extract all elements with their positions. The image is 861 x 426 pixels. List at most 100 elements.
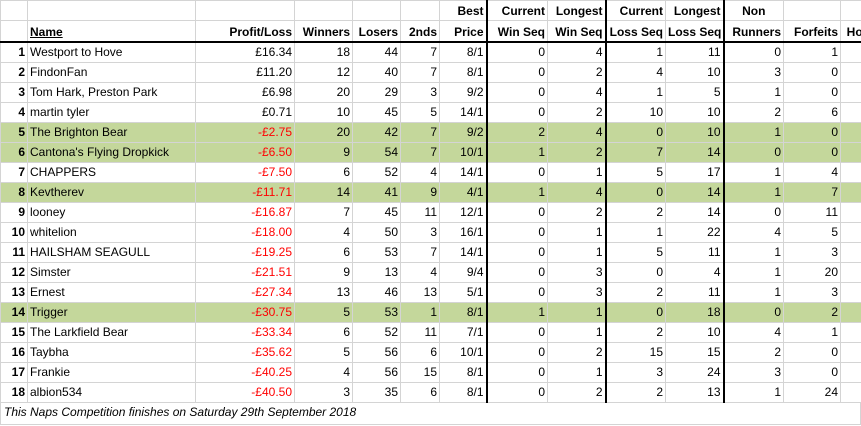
longest-win-seq-cell[interactable]: 2 bbox=[547, 102, 607, 123]
non-runners-cell[interactable]: 1 bbox=[723, 162, 784, 183]
profit-loss-cell[interactable]: -£27.34 bbox=[195, 282, 295, 303]
holiday-cell[interactable]: 0 bbox=[840, 342, 861, 363]
holiday-cell[interactable]: 0 bbox=[840, 282, 861, 303]
forfeits-cell[interactable]: 0 bbox=[783, 62, 841, 83]
current-win-seq-cell[interactable]: 0 bbox=[486, 82, 548, 103]
losers-cell[interactable]: 52 bbox=[352, 162, 401, 183]
longest-win-seq-cell[interactable]: 2 bbox=[547, 62, 607, 83]
forfeits-cell[interactable]: 20 bbox=[783, 262, 841, 283]
best-price-cell[interactable]: 16/1 bbox=[439, 222, 488, 243]
winners-cell[interactable]: 5 bbox=[294, 302, 353, 323]
best-price-cell[interactable]: 9/2 bbox=[439, 82, 488, 103]
holiday-cell[interactable]: 8 bbox=[840, 62, 861, 83]
name-cell[interactable]: Kevtherev bbox=[27, 182, 196, 203]
forfeits-cell[interactable]: 0 bbox=[783, 342, 841, 363]
current-win-seq-cell[interactable]: 0 bbox=[486, 242, 548, 263]
position-cell[interactable]: 13 bbox=[0, 282, 28, 303]
current-loss-seq-cell[interactable]: 5 bbox=[605, 162, 666, 183]
forfeits-cell[interactable]: 3 bbox=[783, 242, 841, 263]
best-price-cell[interactable]: 8/1 bbox=[439, 41, 488, 63]
longest-win-seq-cell[interactable]: 4 bbox=[547, 41, 607, 63]
profit-loss-cell[interactable]: -£33.34 bbox=[195, 322, 295, 343]
seconds-cell[interactable]: 7 bbox=[400, 41, 440, 63]
seconds-cell[interactable]: 1 bbox=[400, 302, 440, 323]
seconds-cell[interactable]: 11 bbox=[400, 322, 440, 343]
profit-loss-cell[interactable]: -£16.87 bbox=[195, 202, 295, 223]
current-loss-seq-cell[interactable]: 0 bbox=[605, 302, 666, 323]
holiday-cell[interactable]: 3 bbox=[840, 302, 861, 323]
name-cell[interactable]: Trigger bbox=[27, 302, 196, 323]
current-loss-seq-cell[interactable]: 1 bbox=[605, 41, 666, 63]
longest-loss-seq-cell[interactable]: 11 bbox=[665, 242, 725, 263]
profit-loss-cell[interactable]: -£40.25 bbox=[195, 362, 295, 383]
longest-loss-seq-cell[interactable]: 24 bbox=[665, 362, 725, 383]
name-cell[interactable]: CHAPPERS bbox=[27, 162, 196, 183]
position-cell[interactable]: 6 bbox=[0, 142, 28, 163]
profit-loss-cell[interactable]: -£7.50 bbox=[195, 162, 295, 183]
forfeits-cell[interactable]: 11 bbox=[783, 202, 841, 223]
current-loss-seq-cell[interactable]: 2 bbox=[605, 202, 666, 223]
winners-cell[interactable]: 20 bbox=[294, 82, 353, 103]
winners-cell[interactable]: 4 bbox=[294, 362, 353, 383]
current-win-seq-cell[interactable]: 0 bbox=[486, 342, 548, 363]
forfeits-cell[interactable]: 0 bbox=[783, 362, 841, 383]
forfeits-cell[interactable]: 1 bbox=[783, 41, 841, 63]
profit-loss-cell[interactable]: -£18.00 bbox=[195, 222, 295, 243]
holiday-cell[interactable]: 0 bbox=[840, 242, 861, 263]
best-price-cell[interactable]: 7/1 bbox=[439, 322, 488, 343]
current-loss-seq-cell[interactable]: 7 bbox=[605, 142, 666, 163]
longest-loss-seq-cell[interactable]: 4 bbox=[665, 262, 725, 283]
current-loss-seq-cell[interactable]: 0 bbox=[605, 182, 666, 203]
losers-cell[interactable]: 13 bbox=[352, 262, 401, 283]
current-win-seq-cell[interactable]: 0 bbox=[486, 282, 548, 303]
position-cell[interactable]: 7 bbox=[0, 162, 28, 183]
name-cell[interactable]: Frankie bbox=[27, 362, 196, 383]
losers-cell[interactable]: 41 bbox=[352, 182, 401, 203]
holiday-cell[interactable]: 0 bbox=[840, 41, 861, 63]
best-price-cell[interactable]: 12/1 bbox=[439, 202, 488, 223]
non-runners-cell[interactable]: 1 bbox=[723, 122, 784, 143]
position-cell[interactable]: 10 bbox=[0, 222, 28, 243]
best-price-cell[interactable]: 8/1 bbox=[439, 362, 488, 383]
winners-cell[interactable]: 6 bbox=[294, 242, 353, 263]
current-win-seq-cell[interactable]: 1 bbox=[486, 302, 548, 323]
forfeits-cell[interactable]: 3 bbox=[783, 282, 841, 303]
winners-cell[interactable]: 13 bbox=[294, 282, 353, 303]
longest-win-seq-cell[interactable]: 4 bbox=[547, 82, 607, 103]
current-win-seq-cell[interactable]: 0 bbox=[486, 222, 548, 243]
best-price-cell[interactable]: 4/1 bbox=[439, 182, 488, 203]
holiday-cell[interactable]: 0 bbox=[840, 142, 861, 163]
best-price-cell[interactable]: 14/1 bbox=[439, 162, 488, 183]
non-runners-cell[interactable]: 3 bbox=[723, 362, 784, 383]
holiday-cell[interactable]: 0 bbox=[840, 102, 861, 123]
profit-loss-cell[interactable]: -£35.62 bbox=[195, 342, 295, 363]
name-cell[interactable]: whitelion bbox=[27, 222, 196, 243]
position-cell[interactable]: 8 bbox=[0, 182, 28, 203]
footer-note-cell[interactable]: This Naps Competition finishes on Saturd… bbox=[0, 402, 861, 425]
winners-cell[interactable]: 20 bbox=[294, 122, 353, 143]
seconds-cell[interactable]: 7 bbox=[400, 242, 440, 263]
losers-cell[interactable]: 53 bbox=[352, 302, 401, 323]
position-cell[interactable]: 17 bbox=[0, 362, 28, 383]
longest-loss-seq-cell[interactable]: 11 bbox=[665, 41, 725, 63]
seconds-cell[interactable]: 4 bbox=[400, 162, 440, 183]
non-runners-cell[interactable]: 0 bbox=[723, 202, 784, 223]
position-cell[interactable]: 4 bbox=[0, 102, 28, 123]
holiday-cell[interactable]: 0 bbox=[840, 382, 861, 403]
forfeits-cell[interactable]: 5 bbox=[783, 222, 841, 243]
non-runners-cell[interactable]: 1 bbox=[723, 282, 784, 303]
forfeits-cell[interactable]: 0 bbox=[783, 122, 841, 143]
name-cell[interactable]: Cantona's Flying Dropkick bbox=[27, 142, 196, 163]
winners-cell[interactable]: 10 bbox=[294, 102, 353, 123]
non-runners-cell[interactable]: 1 bbox=[723, 182, 784, 203]
winners-cell[interactable]: 3 bbox=[294, 382, 353, 403]
longest-loss-seq-cell[interactable]: 10 bbox=[665, 102, 725, 123]
longest-loss-seq-cell[interactable]: 17 bbox=[665, 162, 725, 183]
longest-loss-seq-cell[interactable]: 14 bbox=[665, 202, 725, 223]
profit-loss-cell[interactable]: £0.71 bbox=[195, 102, 295, 123]
holiday-cell[interactable]: 0 bbox=[840, 162, 861, 183]
seconds-cell[interactable]: 7 bbox=[400, 142, 440, 163]
best-price-cell[interactable]: 10/1 bbox=[439, 342, 488, 363]
losers-cell[interactable]: 45 bbox=[352, 202, 401, 223]
position-cell[interactable]: 5 bbox=[0, 122, 28, 143]
